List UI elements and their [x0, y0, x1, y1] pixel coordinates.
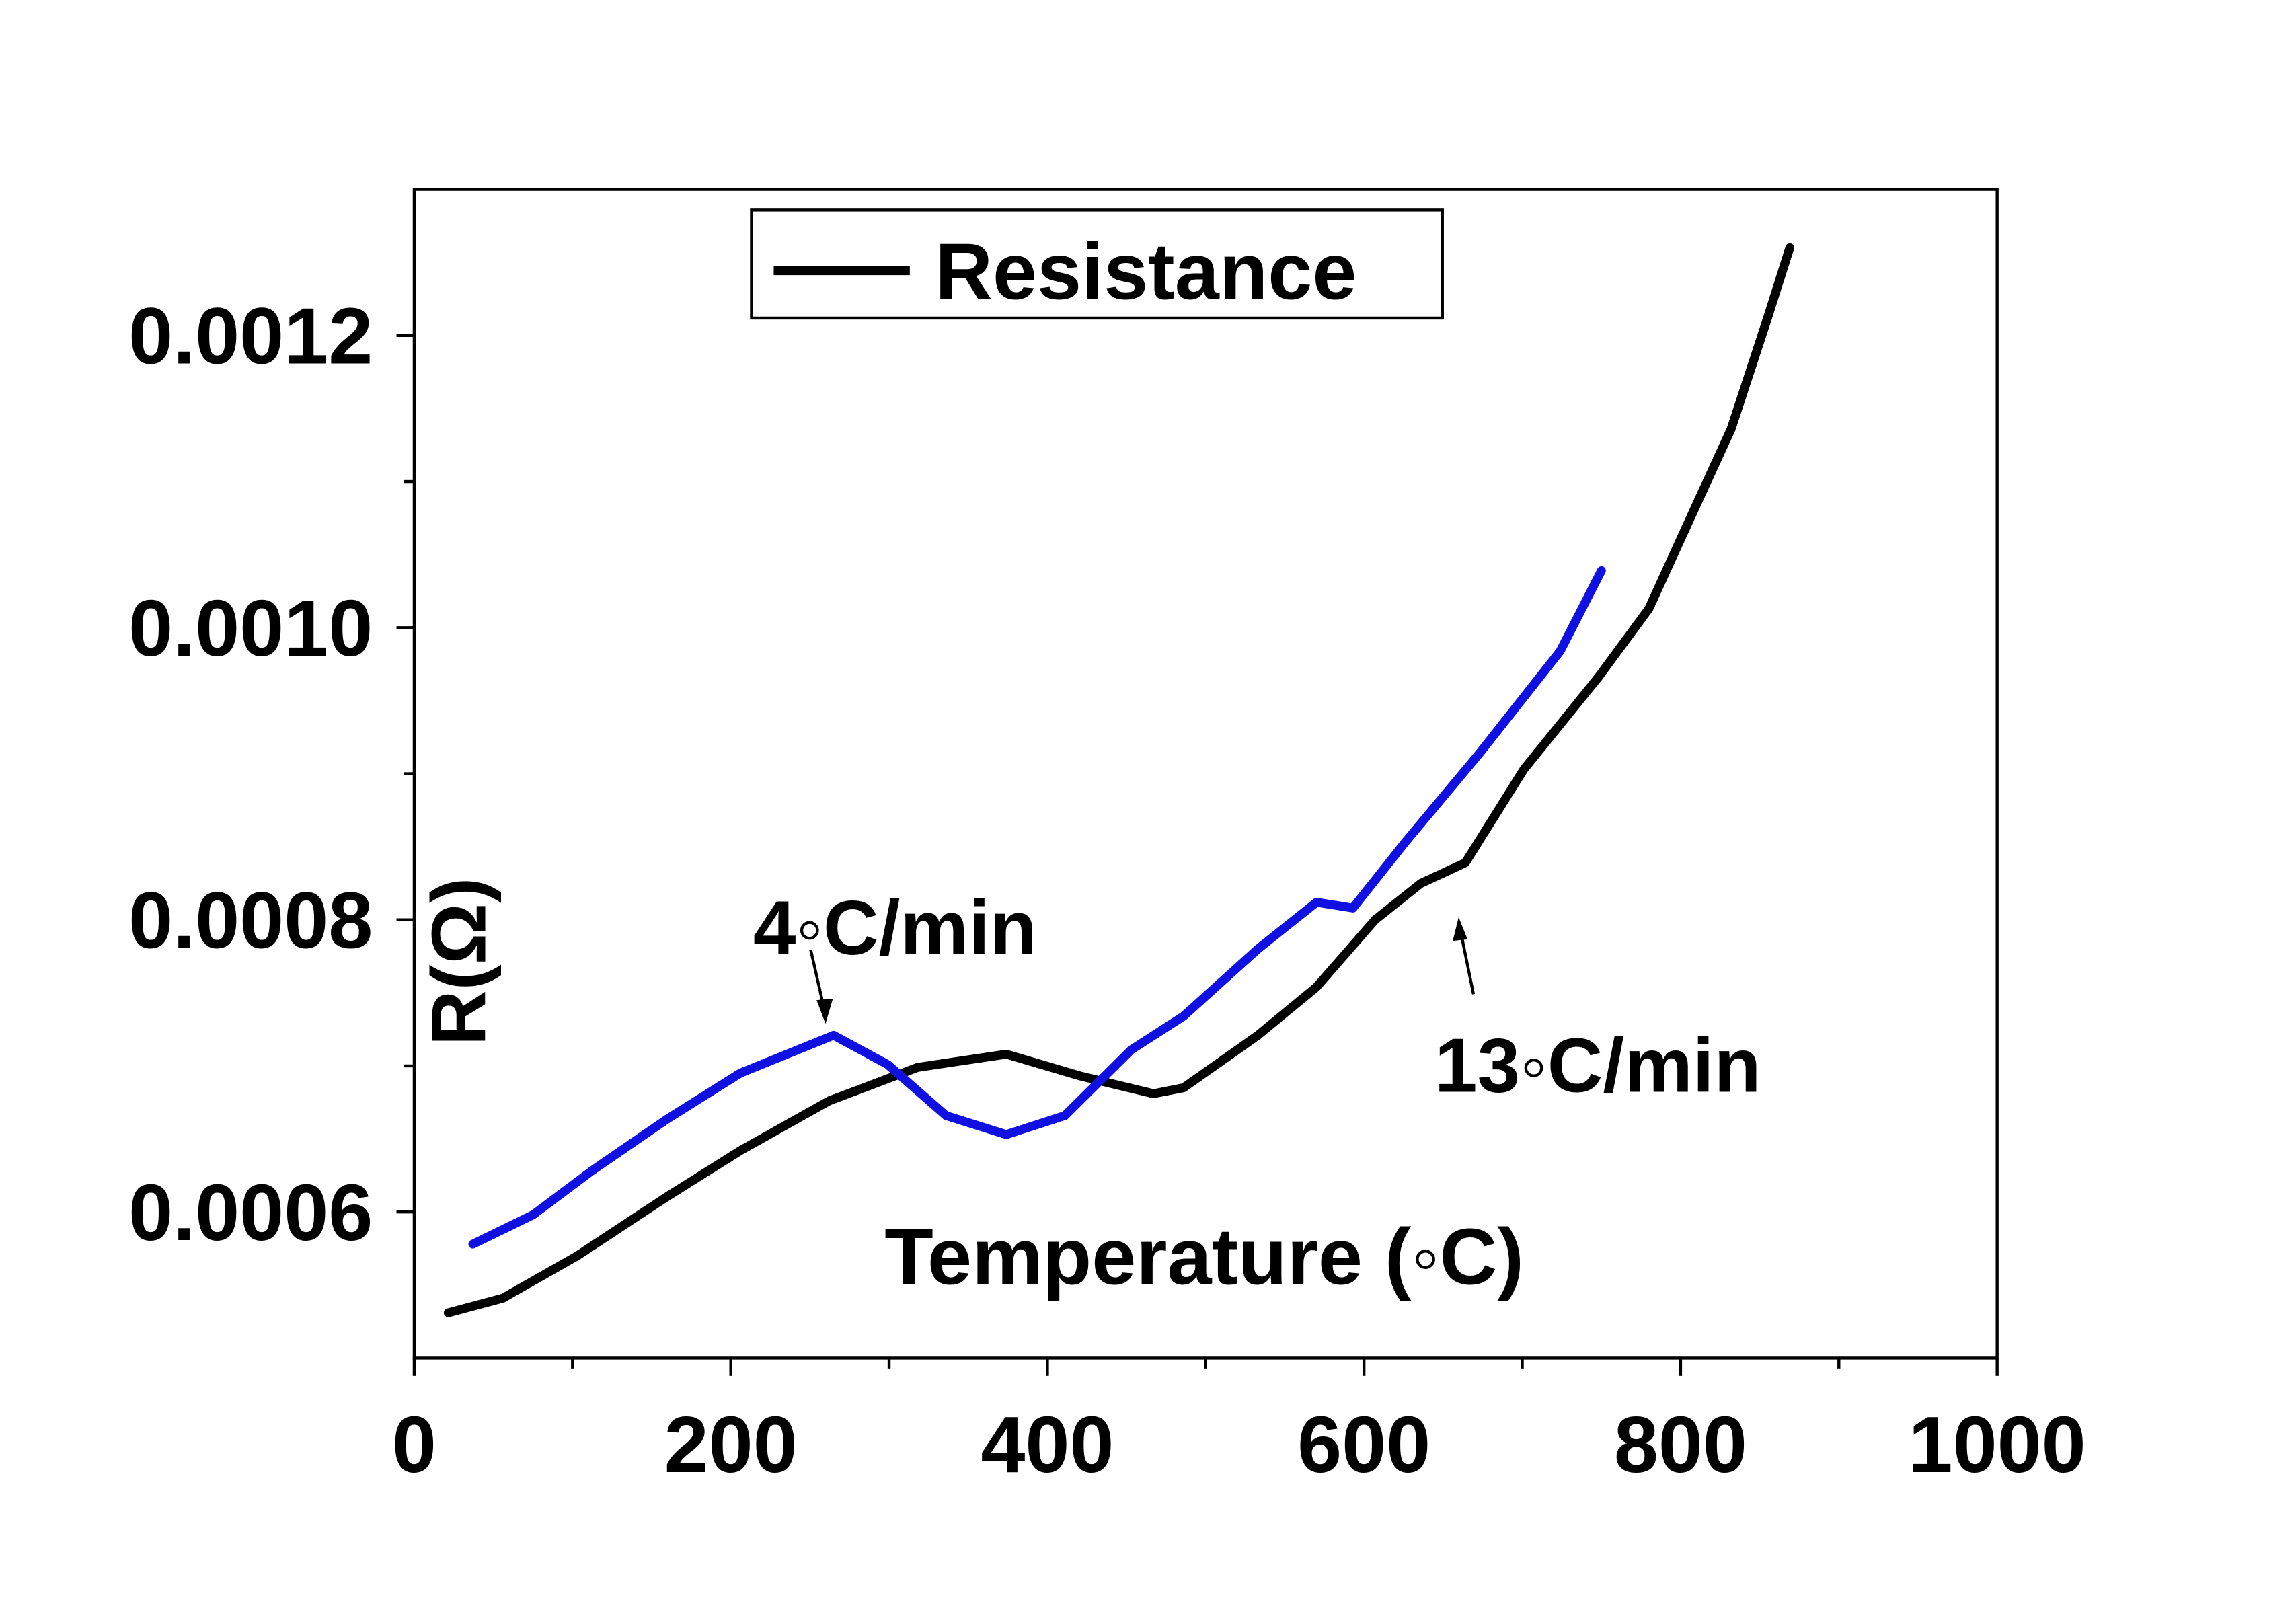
y-tick-label: 0.0006: [128, 1168, 373, 1258]
annotation-arrowhead: [816, 998, 833, 1024]
x-tick-label: 400: [981, 1400, 1114, 1490]
y-tick-label: 0.0010: [128, 584, 373, 673]
y-axis-label: R(Ω): [416, 878, 502, 1046]
x-tick-label: 1000: [1909, 1400, 2086, 1490]
x-tick-label: 200: [664, 1400, 798, 1490]
legend-label: Resistance: [935, 227, 1356, 316]
annotation: 4◦C/min: [753, 885, 1037, 971]
annotation-arrowhead: [1453, 917, 1468, 942]
x-axis-label: Temperature (◦C): [884, 1212, 1524, 1301]
line-series: [443, 243, 1794, 1317]
y-tick-label: 0.0008: [128, 876, 373, 966]
legend-box: [750, 208, 1444, 320]
annotation: 13◦C/min: [1434, 1022, 1761, 1108]
x-tick-label: 0: [392, 1400, 436, 1490]
x-tick-label: 600: [1297, 1400, 1430, 1490]
x-tick-label: 800: [1614, 1400, 1747, 1490]
line-series: [468, 566, 1606, 1249]
y-tick-label: 0.0012: [128, 292, 373, 381]
